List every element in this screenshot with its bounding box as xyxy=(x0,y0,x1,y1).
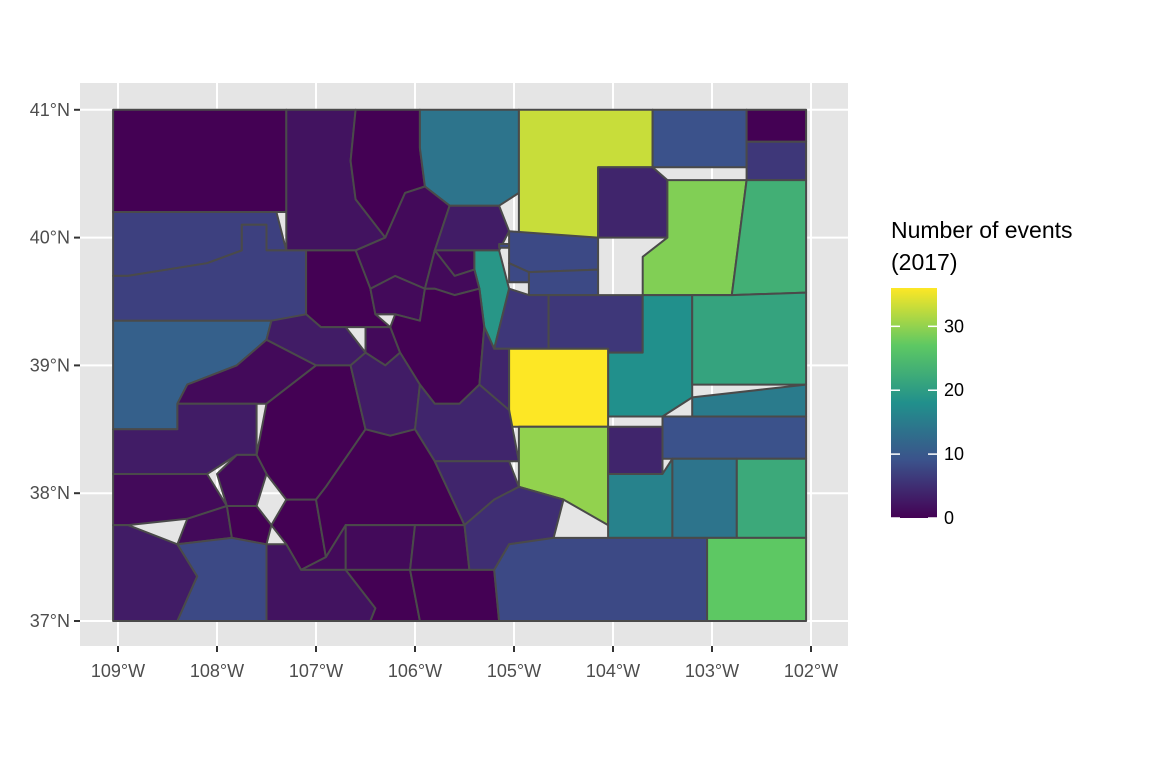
y-tick-label: 41°N xyxy=(30,100,70,120)
legend-label: 30 xyxy=(944,316,964,336)
legend-label: 0 xyxy=(944,508,954,528)
x-tick-label: 107°W xyxy=(289,661,343,681)
x-tick-label: 106°W xyxy=(388,661,442,681)
county-layer xyxy=(112,108,808,622)
county-kiowa xyxy=(661,415,808,460)
county-sedgwick xyxy=(745,108,808,143)
county-crowley xyxy=(607,425,664,475)
county-alamosa xyxy=(409,524,471,571)
county-las-animas xyxy=(493,536,709,622)
county-rio-grande xyxy=(344,524,416,571)
legend-title-line1: Number of events xyxy=(891,217,1073,243)
y-tick-label: 38°N xyxy=(30,483,70,503)
county-conejos xyxy=(344,568,421,622)
county-pueblo xyxy=(517,425,610,527)
y-tick-label: 40°N xyxy=(30,228,70,248)
county-moffat xyxy=(112,108,288,213)
county-san-juan xyxy=(225,505,273,546)
legend-label: 20 xyxy=(944,380,964,400)
county-el-paso xyxy=(508,347,610,428)
x-axis: 109°W 108°W 107°W 106°W 105°W 104°W 103°W 102°W xyxy=(91,646,838,681)
county-morgan xyxy=(597,166,669,239)
county-arapahoe xyxy=(527,268,600,297)
legend-label: 10 xyxy=(944,444,964,464)
county-larimer xyxy=(418,108,520,207)
county-elbert xyxy=(547,294,644,354)
legend-colorbar xyxy=(891,288,937,518)
county-prowers xyxy=(735,457,808,539)
legend: Number of events (2017) 0 10 20 30 xyxy=(891,217,1073,528)
x-tick-label: 104°W xyxy=(586,661,640,681)
county-denver xyxy=(508,262,530,284)
x-tick-label: 102°W xyxy=(784,661,838,681)
y-tick-label: 39°N xyxy=(30,355,70,375)
legend-ticks: 0 10 20 30 xyxy=(891,316,964,528)
x-tick-label: 105°W xyxy=(487,661,541,681)
county-phillips xyxy=(745,140,808,182)
county-kit-carson xyxy=(691,291,808,386)
x-tick-label: 103°W xyxy=(685,661,739,681)
x-tick-label: 108°W xyxy=(190,661,244,681)
county-logan xyxy=(651,108,748,169)
county-boulder xyxy=(433,204,511,252)
county-baca xyxy=(706,536,808,622)
county-costilla xyxy=(409,568,501,622)
county-bent xyxy=(671,457,738,539)
y-axis: 37°N 38°N 39°N 40°N 41°N xyxy=(30,100,80,631)
legend-title-line2: (2017) xyxy=(891,249,957,275)
county-broomfield xyxy=(498,243,511,249)
y-tick-label: 37°N xyxy=(30,611,70,631)
x-tick-label: 109°W xyxy=(91,661,145,681)
county-adams xyxy=(508,230,600,274)
